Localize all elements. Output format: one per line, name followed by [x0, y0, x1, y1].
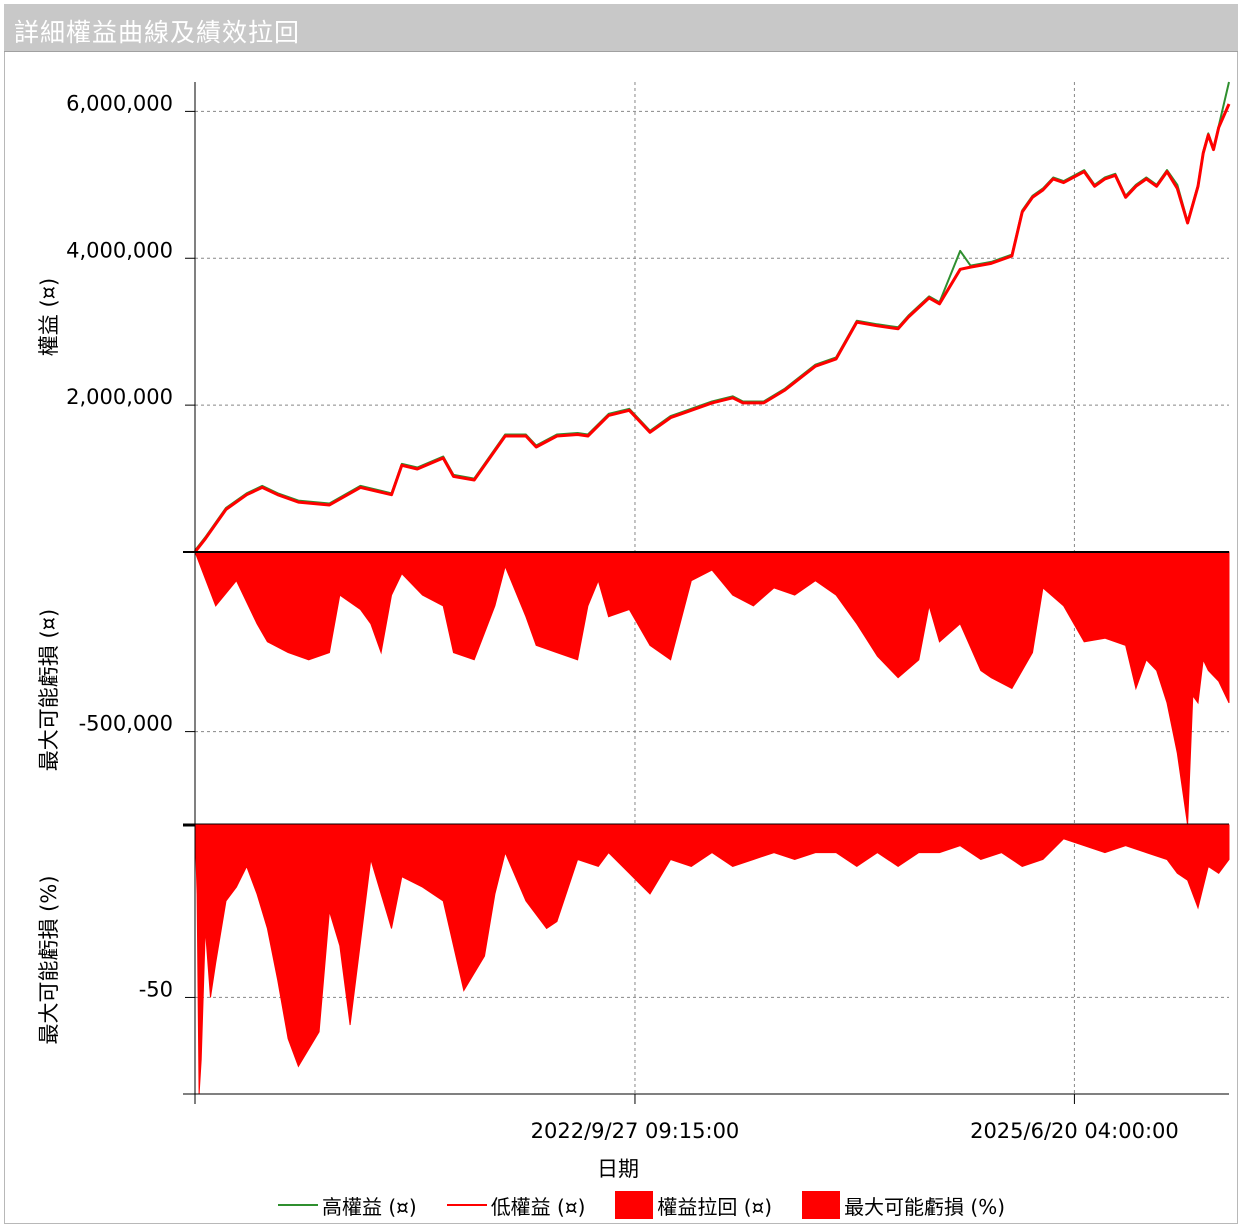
legend-box-swatch — [615, 1191, 654, 1219]
x-axis-label: 日期 — [597, 1157, 639, 1181]
chart-legend: 高權益 (¤) 低權益 (¤) 權益拉回 (¤) 最大可能虧損 (%) — [278, 1190, 1035, 1220]
y-axis-label: 最大可能虧損 (%) — [37, 875, 61, 1044]
y-tick-label: -500,000 — [79, 712, 173, 736]
window-title: 詳細權益曲線及績效拉回 — [14, 18, 301, 47]
y-axis-label: 權益 (¤) — [37, 278, 61, 356]
y-tick-label: 4,000,000 — [66, 238, 173, 262]
legend-item: 低權益 (¤) — [446, 1191, 586, 1220]
legend-line-swatch — [446, 1204, 487, 1206]
legend-label: 權益拉回 (¤) — [657, 1194, 773, 1219]
y-tick-label: -50 — [139, 977, 173, 1001]
drawdown-area — [194, 551, 1230, 826]
legend-line-swatch — [278, 1204, 318, 1206]
title-bar: 詳細權益曲線及績效拉回 — [4, 4, 1238, 52]
legend-label: 高權益 (¤) — [322, 1194, 417, 1219]
legend-box-swatch — [802, 1191, 841, 1219]
high-equity-line — [194, 81, 1230, 552]
legend-label: 低權益 (¤) — [490, 1194, 586, 1219]
x-tick-label: 2022/9/27 09:15:00 — [531, 1119, 740, 1143]
legend-item: 權益拉回 (¤) — [615, 1191, 772, 1220]
legend-item: 最大可能虧損 (%) — [802, 1191, 1005, 1220]
y-tick-label: 2,000,000 — [66, 385, 173, 409]
y-axis-label: 最大可能虧損 (¤) — [37, 609, 61, 771]
low-equity-line — [193, 103, 1231, 553]
legend-item: 高權益 (¤) — [278, 1191, 417, 1220]
legend-label: 最大可能虧損 (%) — [844, 1194, 1006, 1219]
y-tick-label: 6,000,000 — [66, 91, 173, 115]
x-tick-label: 2025/6/20 04:00:00 — [970, 1119, 1179, 1143]
max-loss-pct-area — [194, 824, 1230, 1095]
